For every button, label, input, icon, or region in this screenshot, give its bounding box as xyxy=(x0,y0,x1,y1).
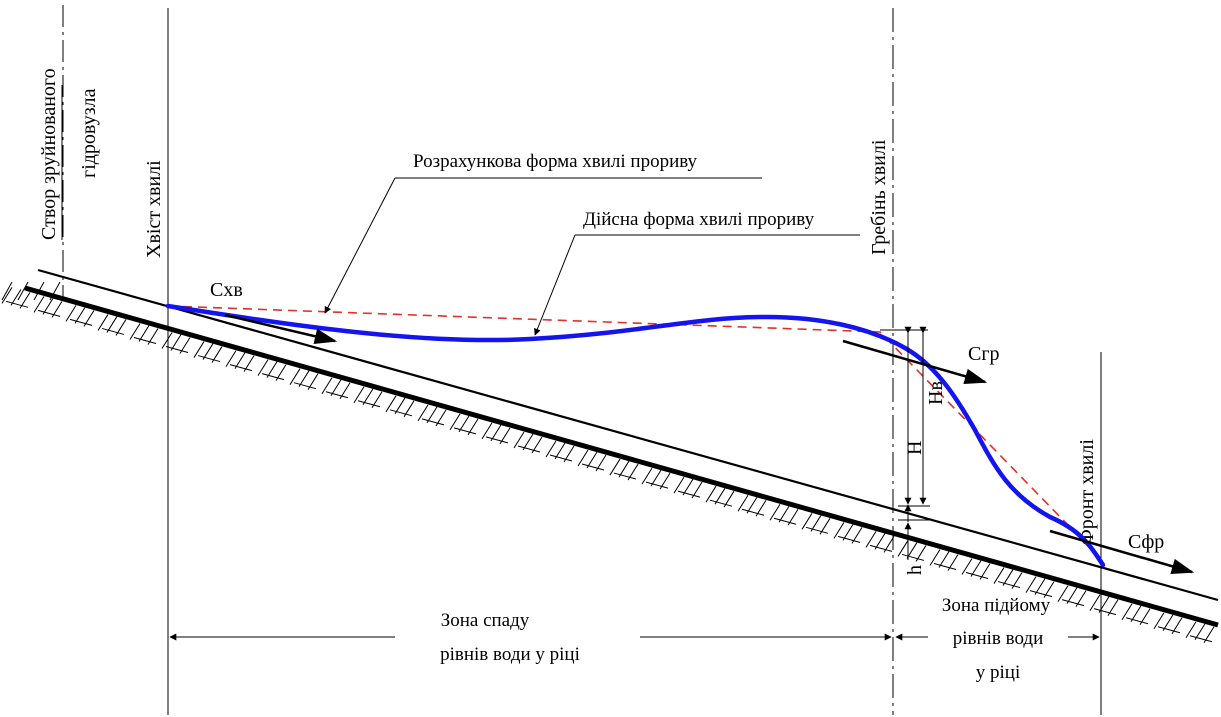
dam-site-label-line2: гідровузла xyxy=(78,88,100,178)
soil-hatch-mark xyxy=(33,281,45,301)
soil-hatch-mark xyxy=(737,494,767,517)
c-tail-label: Схв xyxy=(210,279,243,301)
c-crest-arrow xyxy=(842,339,988,384)
soil-hatch-mark xyxy=(97,314,127,336)
wave-crest-label: Гребінь хвилі xyxy=(868,139,890,255)
soil-hatch-mark xyxy=(353,386,383,409)
soil-hatch-mark xyxy=(161,332,191,354)
soil-hatch-mark xyxy=(321,377,351,399)
soil-hatch-mark xyxy=(1121,603,1151,625)
soil-hatch-mark xyxy=(385,395,415,418)
zone-rise-label-line3: у ріці xyxy=(976,662,1020,683)
soil-hatch-mark xyxy=(929,549,959,571)
soil-hatch-mark xyxy=(129,323,159,345)
calc-form-label: Розрахункова форма хвилі прориву xyxy=(413,151,698,172)
soil-hatch-mark xyxy=(513,431,543,454)
zone-fall-label-line1: Зона спаду xyxy=(441,610,530,631)
soil-hatch-mark xyxy=(1057,585,1087,607)
actual-form-leader xyxy=(534,234,576,336)
h-wave-label: Нв xyxy=(925,381,947,405)
soil-hatch-mark xyxy=(417,404,447,427)
soil-hatch-mark xyxy=(1089,594,1119,616)
soil-hatch-mark xyxy=(17,281,29,301)
soil-hatch-mark xyxy=(993,567,1023,589)
soil-hatch-mark xyxy=(769,504,799,526)
soil-hatch-mark xyxy=(65,305,95,327)
soil-hatch-mark xyxy=(481,422,511,445)
soil-hatch-mark xyxy=(1025,576,1055,598)
wave-front-label: Фронт хвилі xyxy=(1076,439,1098,545)
c-crest-label: Сгр xyxy=(968,343,1000,365)
soil-hatch-mark xyxy=(545,440,575,463)
soil-hatch-mark xyxy=(641,467,671,490)
soil-hatch-mark xyxy=(897,540,927,562)
upper-bank-line xyxy=(37,268,1219,602)
soil-hatch-mark xyxy=(673,476,703,499)
soil-hatch-mark xyxy=(1185,621,1215,644)
c-tail-arrow xyxy=(224,313,338,345)
soil-hatch-mark xyxy=(833,522,863,544)
soil-hatch-mark xyxy=(289,368,319,390)
calculated-wave-form xyxy=(167,305,1106,564)
soil-hatch-mark xyxy=(801,513,831,535)
zone-rise-label-line1: Зона підйому xyxy=(942,595,1051,616)
soil-hatch-mark xyxy=(1153,612,1183,635)
river-bed-line xyxy=(24,285,1219,628)
h-depth-label: h xyxy=(904,565,926,575)
actual-form-label: Дійсна форма хвилі прориву xyxy=(583,209,815,230)
soil-hatch-mark xyxy=(609,458,639,481)
soil-hatch-mark xyxy=(865,531,895,553)
soil-hatch-mark xyxy=(961,558,991,580)
c-front-arrow xyxy=(1049,529,1195,574)
soil-hatch-mark xyxy=(33,296,63,318)
soil-hatch-mark xyxy=(193,341,223,363)
dam-site-label-line1: Створ зруйнованого xyxy=(38,68,60,240)
soil-hatch-mark xyxy=(449,413,479,436)
calc-form-leader xyxy=(324,177,396,314)
actual-wave-form xyxy=(165,303,1106,568)
soil-hatch-mark xyxy=(577,449,607,472)
zone-fall-label-line2: рівнів води у ріці xyxy=(440,644,580,665)
soil-hatch-mark xyxy=(1,287,31,309)
soil-hatch-mark xyxy=(705,485,735,508)
soil-hatch-mark xyxy=(1,281,13,301)
soil-hatch-mark xyxy=(257,359,287,381)
soil-hatch-mark xyxy=(49,281,61,301)
soil-hatching xyxy=(1,281,1215,644)
soil-hatch-mark xyxy=(225,350,255,372)
zone-rise-label-line2: рівнів води xyxy=(953,628,1044,649)
c-front-label: Сфр xyxy=(1128,531,1164,553)
wave-tail-label: Хвіст хвилі xyxy=(143,160,165,258)
